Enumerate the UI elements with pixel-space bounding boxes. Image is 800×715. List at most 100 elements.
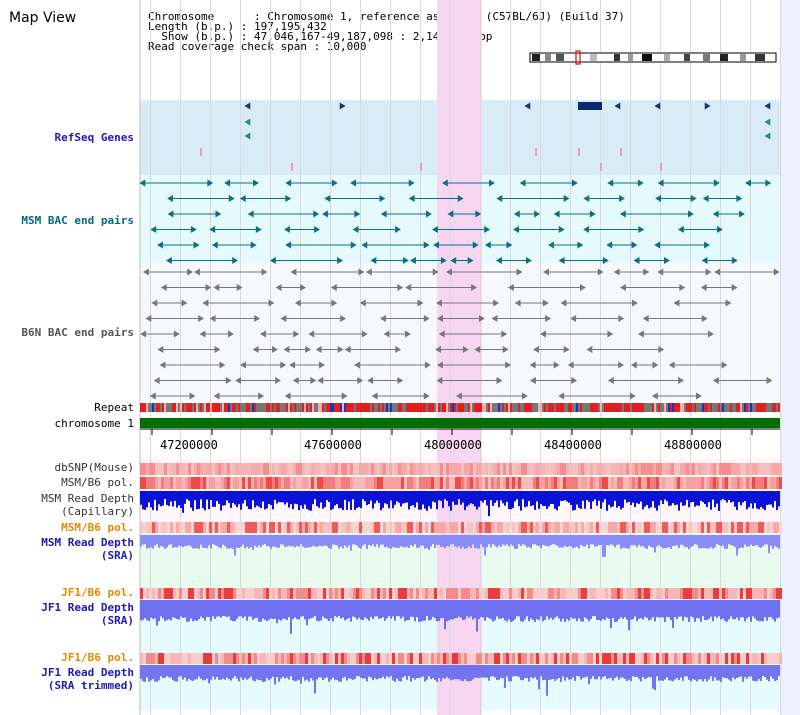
jf1-depth-sra-bar xyxy=(594,600,596,617)
repeat-segment xyxy=(540,403,542,412)
jf1-depth-sra-bar xyxy=(224,600,226,617)
jf1-depth-trim-bar xyxy=(164,665,166,678)
msm-b6-pol-strip xyxy=(467,477,470,489)
msm-b6-pol-strip xyxy=(158,477,161,489)
b6n-bac-pair-end xyxy=(397,376,404,385)
jf1-b6-pol-strip xyxy=(656,588,659,599)
msm-depth-sra-bar xyxy=(298,535,300,547)
msm-b6-pol-strip xyxy=(674,477,677,489)
msm-depth-sra-bar xyxy=(544,535,546,546)
msm-b6-pol-strip-2 xyxy=(296,522,299,533)
jf1-depth-sra-bar xyxy=(586,600,588,619)
jf1-depth-trim-bar xyxy=(652,665,654,689)
msm-depth-sra-bar xyxy=(468,535,470,547)
jf1-depth-sra-bar xyxy=(622,600,624,619)
jf1-b6-pol-strip xyxy=(761,588,764,599)
b6n-bac-pair-end xyxy=(712,376,719,385)
msm-depth-capillary-bar xyxy=(178,491,180,506)
msm-depth-capillary-bar xyxy=(254,491,256,508)
jf1-depth-sra-bar xyxy=(558,600,560,619)
repeat-segment xyxy=(166,403,168,412)
msm-depth-sra-bar xyxy=(758,535,760,547)
b6n-bac-pair-end xyxy=(570,314,577,323)
ideogram-band xyxy=(720,54,728,61)
jf1-b6-pol-strip-2 xyxy=(626,653,629,664)
jf1-depth-trim-bar xyxy=(584,665,586,678)
msm-depth-capillary-bar xyxy=(622,491,624,508)
msm-depth-sra-bar xyxy=(274,535,276,547)
msm-depth-sra-bar xyxy=(238,535,240,549)
dbsnp-strip xyxy=(668,463,671,475)
jf1-b6-pol-strip-2 xyxy=(407,653,410,664)
jf1-depth-trim-bar xyxy=(500,665,502,678)
repeat-segment xyxy=(582,403,584,412)
jf1-b6-pol-strip-2 xyxy=(389,653,392,664)
msm-depth-capillary-bar xyxy=(470,491,472,504)
jf1-depth-trim-bar xyxy=(362,665,364,679)
dbsnp-strip xyxy=(143,463,146,475)
jf1-depth-sra-bar xyxy=(356,600,358,620)
msm-b6-pol-strip xyxy=(689,477,692,489)
jf1-depth-sra-bar xyxy=(380,600,382,619)
msm-bac-pair-end xyxy=(331,179,338,187)
msm-depth-sra-bar xyxy=(634,535,636,546)
jf1-depth-trim-bar xyxy=(644,665,646,680)
jf1-b6-pol-strip-2 xyxy=(353,653,356,664)
msm-bac-pair-end xyxy=(495,256,502,265)
jf1-depth-trim-bar xyxy=(424,665,426,682)
dbsnp-strip xyxy=(503,463,506,475)
jf1-b6-pol-strip xyxy=(314,588,317,599)
msm-depth-sra-bar xyxy=(220,535,222,549)
msm-b6-pol-strip xyxy=(635,477,638,489)
msm-b6-pol-strip xyxy=(446,477,449,489)
msm-depth-sra-bar xyxy=(650,535,652,548)
msm-b6-pol-strip-2 xyxy=(203,522,206,533)
jf1-depth-sra-bar xyxy=(610,600,612,628)
jf1-depth-trim-bar xyxy=(444,665,446,679)
msm-depth-sra-bar xyxy=(330,535,332,549)
msm-depth-capillary-bar xyxy=(638,491,640,504)
msm-depth-sra-bar xyxy=(774,535,776,547)
jf1-b6-pol-strip-2 xyxy=(446,653,449,664)
msm-b6-pol-strip-2 xyxy=(386,522,389,533)
msm-depth-capillary-bar xyxy=(402,491,404,504)
jf1-b6-pol-strip-2 xyxy=(248,653,251,664)
msm-b6-pol-strip xyxy=(344,477,347,489)
b6n-bac-pair-end xyxy=(219,361,226,369)
jf1-depth-trim-bar xyxy=(536,665,538,680)
msm-b6-pol-strip-2 xyxy=(428,522,431,533)
jf1-depth-trim-bar xyxy=(378,665,380,679)
msm-depth-sra-bar xyxy=(588,535,590,549)
msm-depth-capillary-bar xyxy=(574,491,576,510)
jf1-depth-trim-bar xyxy=(502,665,504,679)
msm-depth-capillary-bar xyxy=(300,491,302,506)
jf1-b6-pol-strip xyxy=(758,588,761,599)
repeat-segment xyxy=(156,403,158,412)
msm-depth-capillary-bar xyxy=(442,491,444,508)
repeat-segment xyxy=(718,403,720,412)
repeat-segment xyxy=(624,403,626,412)
jf1-depth-trim-bar xyxy=(678,665,680,681)
msm-depth-sra-bar xyxy=(610,535,612,545)
msm-depth-capillary-bar xyxy=(330,491,332,511)
jf1-depth-sra-bar xyxy=(276,600,278,624)
repeat-segment xyxy=(716,403,718,412)
dbsnp-strip xyxy=(209,463,212,475)
jf1-depth-trim-bar xyxy=(498,665,500,680)
jf1-depth-sra-bar xyxy=(574,600,576,619)
msm-depth-capillary-bar xyxy=(728,491,730,500)
msm-b6-pol-strip-2 xyxy=(491,522,494,533)
b6n-bac-pair-end xyxy=(149,392,156,400)
dbsnp-strip xyxy=(386,463,389,475)
msm-bac-pair-end xyxy=(284,225,290,234)
b6n-bac-pair-end xyxy=(567,361,574,369)
msm-b6-pol-strip-2 xyxy=(542,522,545,533)
jf1-depth-sra-bar xyxy=(298,600,300,620)
repeat-segment xyxy=(676,403,678,412)
jf1-b6-pol-strip xyxy=(713,588,716,599)
jf1-depth-sra-bar xyxy=(208,600,210,618)
b6n-bac-pair-end xyxy=(317,376,324,385)
jf1-depth-sra-bar xyxy=(448,600,450,621)
msm-depth-capillary-bar xyxy=(252,491,254,501)
